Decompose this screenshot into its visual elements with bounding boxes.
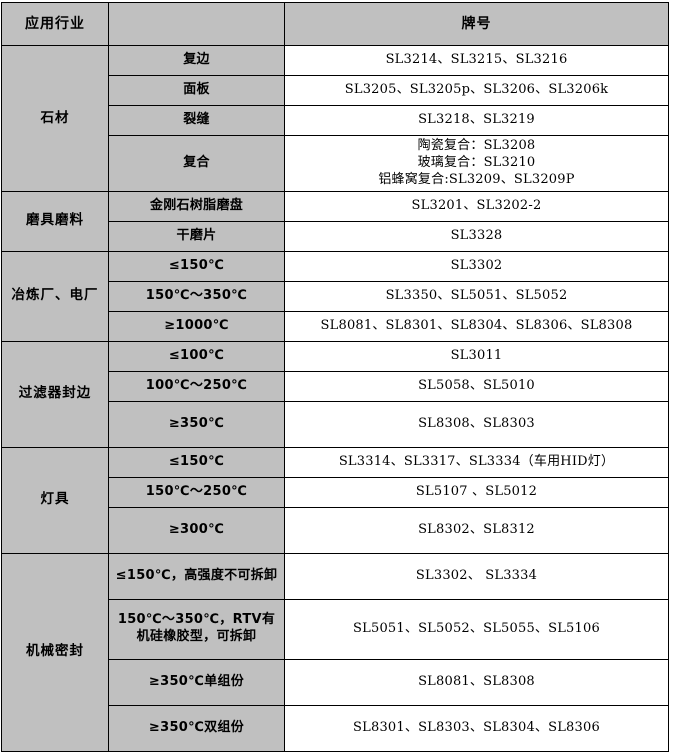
spec-cell: ≤150℃，高强度不可拆卸 xyxy=(108,552,285,600)
spec-cell: ≥350℃双组份 xyxy=(108,704,285,752)
table-row: 过滤器封边 ≤100℃ SL3011 xyxy=(1,340,669,448)
header-cell-spacer xyxy=(108,2,285,46)
grade-cell: SL8081、SL8301、SL8304、SL8306、SL8308 xyxy=(284,310,669,342)
industry-cell-filter-sealing: 过滤器封边 xyxy=(1,340,109,448)
spec-cell: 复边 xyxy=(108,45,285,76)
table-row: 150℃～250℃ SL5107 、SL5012 xyxy=(2,476,669,508)
grade-cell: SL8302、SL8312 xyxy=(284,506,669,554)
spec-cell: ≤150℃ xyxy=(108,250,285,282)
header-cell-industry: 应用行业 xyxy=(1,2,109,46)
header-cell-grade: 牌号 xyxy=(284,2,669,46)
grade-cell: SL8081、SL8308 xyxy=(284,658,669,706)
table-row: 100℃～250℃ SL5058、SL5010 xyxy=(2,370,669,402)
spec-cell: 100℃～250℃ xyxy=(108,370,285,402)
spec-cell: 150℃～350℃，RTV有机硅橡胶型，可拆卸 xyxy=(108,598,285,660)
spec-cell: 150℃～250℃ xyxy=(108,476,285,508)
grade-cell: SL5051、SL5052、SL5055、SL5106 xyxy=(284,598,669,660)
table-row: 面板 SL3205、SL3205p、SL3206、SL3206k xyxy=(2,75,669,106)
grade-line: 铝蜂窝复合:SL3209、SL3209P xyxy=(378,171,575,187)
spec-cell: ≥350℃单组份 xyxy=(108,658,285,706)
grade-cell: SL5107 、SL5012 xyxy=(284,476,669,508)
table-row: 机械密封 ≤150℃，高强度不可拆卸 SL3302、 SL3334 xyxy=(1,552,669,752)
spec-cell: ≥1000℃ xyxy=(108,310,285,342)
industry-cell-abrasives: 磨具磨料 xyxy=(1,190,109,252)
spec-cell: 金刚石树脂磨盘 xyxy=(108,190,285,222)
grade-cell: SL3350、SL5051、SL5052 xyxy=(284,280,669,312)
table-row: 冶炼厂、电厂 ≤150℃ SL3302 xyxy=(1,250,669,342)
grade-line: 陶瓷复合：SL3208 xyxy=(417,138,536,153)
grade-cell: SL3011 xyxy=(284,340,669,372)
table-row: 复合 陶瓷复合：SL3208 玻璃复合：SL3210 铝蜂窝复合:SL3209、… xyxy=(2,135,669,192)
industry-cell-lamps: 灯具 xyxy=(1,446,109,554)
grade-cell: SL3218、SL3219 xyxy=(284,105,669,136)
industry-cell-stone: 石材 xyxy=(1,45,109,192)
table-row: 裂缝 SL3218、SL3219 xyxy=(2,105,669,136)
grade-cell: SL3314、SL3317、SL3334（车用HID灯） xyxy=(284,446,669,478)
table-row: ≥300℃ SL8302、SL8312 xyxy=(2,506,669,554)
table-row: 150℃～350℃ SL3350、SL5051、SL5052 xyxy=(2,280,669,312)
spec-cell: 150℃～350℃ xyxy=(108,280,285,312)
grade-cell: 陶瓷复合：SL3208 玻璃复合：SL3210 铝蜂窝复合:SL3209、SL3… xyxy=(284,135,669,192)
table-row: 石材 复边 SL3214、SL3215、SL3216 xyxy=(1,45,669,192)
spec-cell: 干磨片 xyxy=(108,220,285,252)
grade-cell: SL5058、SL5010 xyxy=(284,370,669,402)
grade-cell: SL3302 xyxy=(284,250,669,282)
spec-cell: 复合 xyxy=(108,135,285,192)
spec-cell: ≥350℃ xyxy=(108,400,285,448)
grade-cell: SL3302、 SL3334 xyxy=(284,552,669,600)
grade-line: 玻璃复合：SL3210 xyxy=(417,154,536,170)
industry-cell-mechanical-seal: 机械密封 xyxy=(1,552,109,752)
industry-cell-smelter-powerplant: 冶炼厂、电厂 xyxy=(1,250,109,342)
table-header-row: 应用行业 牌号 xyxy=(1,2,669,46)
grade-cell: SL3201、SL3202-2 xyxy=(284,190,669,222)
table-row: 灯具 ≤150℃ SL3314、SL3317、SL3334（车用HID灯） xyxy=(1,446,669,554)
grade-cell: SL8308、SL8303 xyxy=(284,400,669,448)
grade-cell: SL3328 xyxy=(284,220,669,252)
grade-cell: SL3205、SL3205p、SL3206、SL3206k xyxy=(284,75,669,106)
table-row: 磨具磨料 金刚石树脂磨盘 SL3201、SL3202-2 xyxy=(1,190,669,252)
spec-cell: ≤150℃ xyxy=(108,446,285,478)
spec-cell: ≤100℃ xyxy=(108,340,285,372)
table-row: ≥1000℃ SL8081、SL8301、SL8304、SL8306、SL830… xyxy=(2,310,669,342)
grade-cell: SL3214、SL3215、SL3216 xyxy=(284,45,669,76)
spec-cell: 裂缝 xyxy=(108,105,285,136)
grade-cell: SL8301、SL8303、SL8304、SL8306 xyxy=(284,704,669,752)
spec-cell: ≥300℃ xyxy=(108,506,285,554)
spec-cell: 面板 xyxy=(108,75,285,106)
